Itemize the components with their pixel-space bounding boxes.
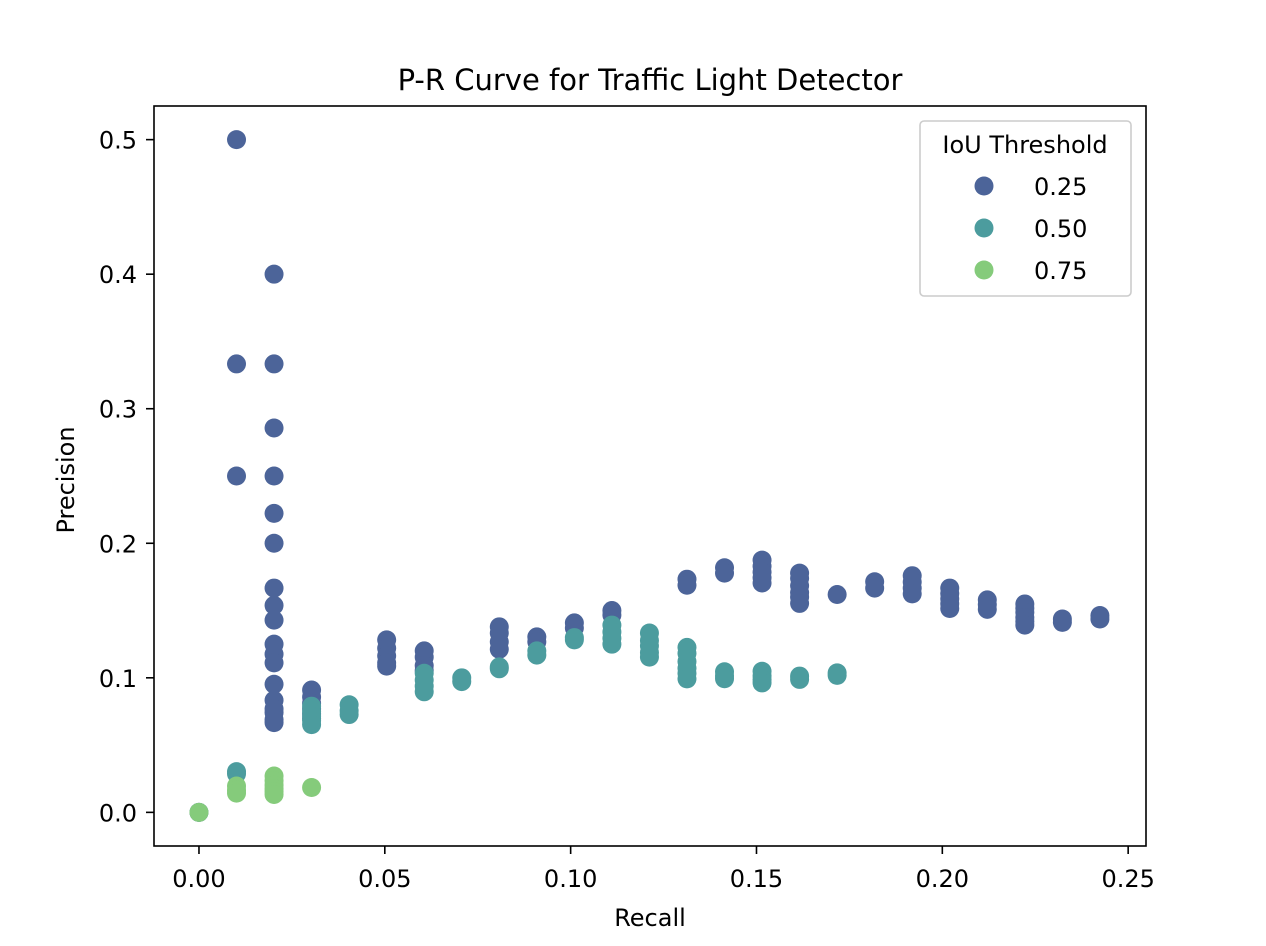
data-point <box>827 665 847 685</box>
data-point <box>489 659 509 679</box>
data-point <box>264 264 284 284</box>
x-axis: 0.00 0.05 0.10 0.15 0.20 0.25 <box>172 846 1155 893</box>
legend-label: 0.25 <box>1034 173 1087 201</box>
data-point <box>865 578 885 598</box>
data-point <box>302 715 322 735</box>
y-tick-label: 0.3 <box>99 396 137 424</box>
data-point <box>227 130 247 150</box>
series-0.75 <box>189 766 322 822</box>
data-point <box>189 802 209 822</box>
data-point <box>264 533 284 553</box>
data-point <box>677 669 697 689</box>
y-axis-title: Precision <box>52 426 80 533</box>
series-0.50 <box>189 615 847 822</box>
data-point <box>339 705 359 725</box>
y-tick-label: 0.1 <box>99 665 137 693</box>
y-tick-label: 0.4 <box>99 261 137 289</box>
legend-marker <box>974 260 994 280</box>
x-tick-label: 0.20 <box>916 865 969 893</box>
legend-title: IoU Threshold <box>942 131 1107 159</box>
data-point <box>227 354 247 374</box>
legend-label: 0.75 <box>1034 257 1087 285</box>
data-point <box>752 573 772 593</box>
data-point <box>489 639 509 659</box>
chart-title: P-R Curve for Traffic Light Detector <box>398 63 903 97</box>
data-point <box>527 645 547 665</box>
data-point <box>264 653 284 673</box>
data-point <box>940 599 960 619</box>
x-tick-label: 0.25 <box>1101 865 1154 893</box>
data-point <box>264 578 284 598</box>
y-tick-label: 0.2 <box>99 530 137 558</box>
data-point <box>1090 609 1110 629</box>
data-point <box>452 672 472 692</box>
data-point <box>264 713 284 733</box>
data-point <box>977 599 997 619</box>
x-tick-label: 0.15 <box>730 865 783 893</box>
legend-marker <box>974 176 994 196</box>
legend-box <box>919 120 1132 297</box>
data-point <box>564 630 584 650</box>
x-axis-title: Recall <box>614 904 686 932</box>
data-point <box>790 669 810 689</box>
x-tick-label: 0.00 <box>172 865 225 893</box>
data-point <box>677 575 697 595</box>
legend-items: 0.25 0.50 0.75 <box>974 173 1087 285</box>
plot-frame <box>153 105 1147 847</box>
y-axis: 0.0 0.1 0.2 0.3 0.4 0.5 <box>99 127 154 827</box>
data-point <box>1052 612 1072 632</box>
y-tick-label: 0.5 <box>99 127 137 155</box>
legend: IoU Threshold 0.25 0.50 0.75 <box>919 120 1132 297</box>
data-point <box>227 783 247 803</box>
data-point <box>264 784 284 804</box>
data-point <box>264 503 284 523</box>
data-point <box>264 354 284 374</box>
legend-label: 0.50 <box>1034 215 1087 243</box>
scatter-points <box>189 130 1110 822</box>
data-point <box>264 610 284 630</box>
x-tick-label: 0.05 <box>358 865 411 893</box>
data-point <box>752 673 772 693</box>
data-point <box>377 656 397 676</box>
data-point <box>264 595 284 615</box>
data-point <box>902 584 922 604</box>
data-point <box>264 674 284 694</box>
x-tick-label: 0.10 <box>544 865 597 893</box>
data-point <box>715 669 735 689</box>
legend-marker <box>974 218 994 238</box>
data-point <box>414 682 434 702</box>
y-tick-label: 0.0 <box>99 799 137 827</box>
data-point <box>602 634 622 654</box>
data-point <box>827 585 847 605</box>
data-point <box>790 593 810 613</box>
data-point <box>227 466 247 486</box>
data-point <box>264 466 284 486</box>
data-point <box>264 418 284 438</box>
data-point <box>1015 615 1035 635</box>
data-point <box>639 647 659 667</box>
data-point <box>715 563 735 583</box>
data-point <box>302 777 322 797</box>
